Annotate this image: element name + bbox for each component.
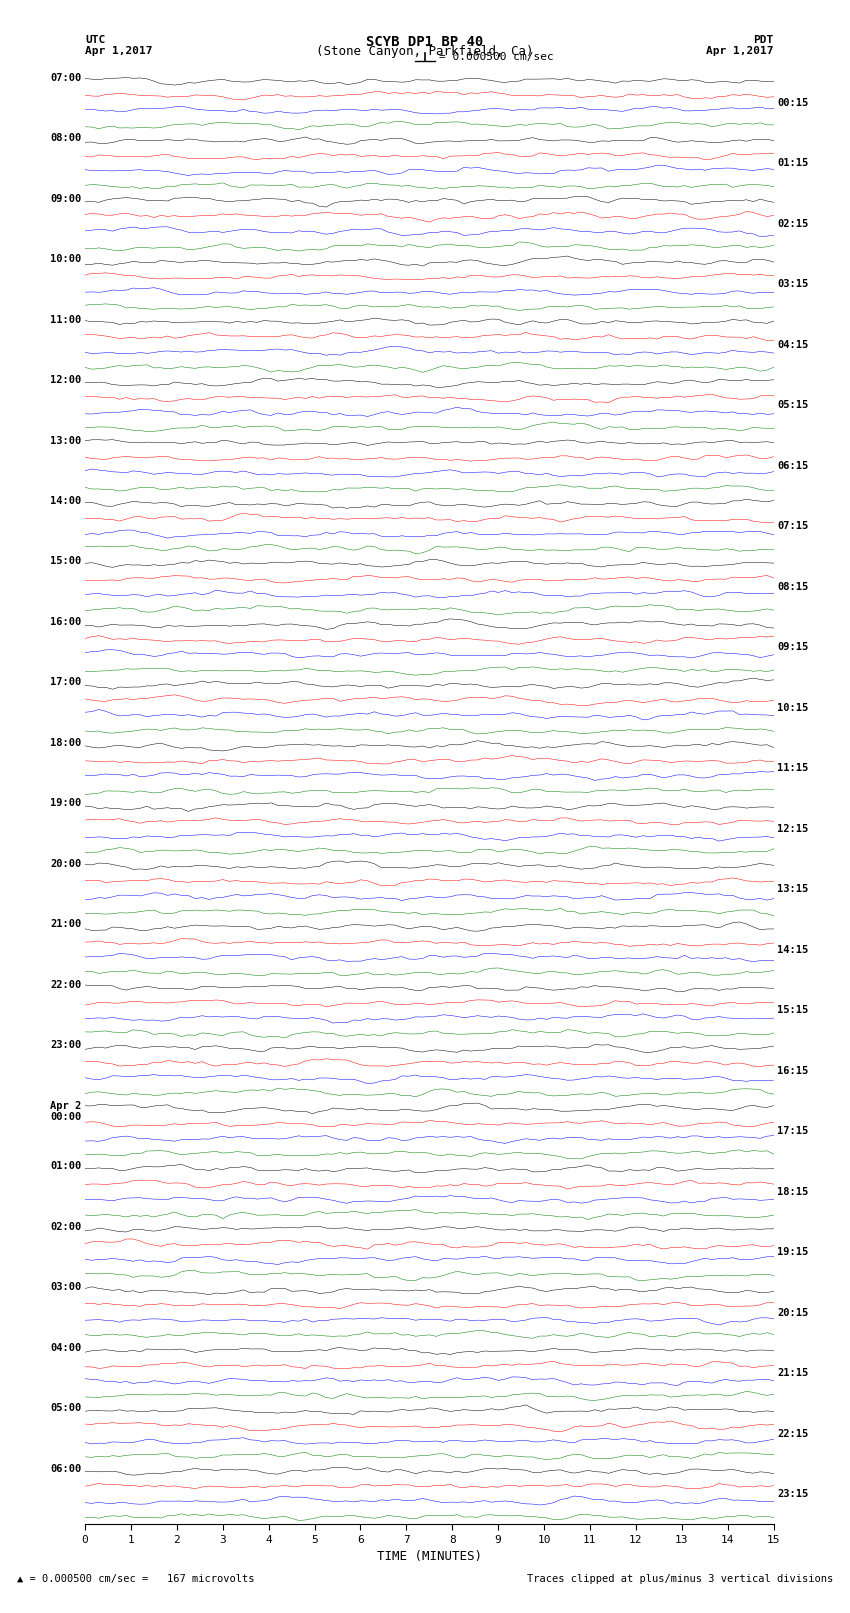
Text: 10:00: 10:00 (50, 255, 82, 265)
Text: Apr 1,2017: Apr 1,2017 (706, 45, 774, 56)
Text: 20:00: 20:00 (50, 858, 82, 869)
Text: 13:00: 13:00 (50, 436, 82, 445)
Text: Traces clipped at plus/minus 3 vertical divisions: Traces clipped at plus/minus 3 vertical … (527, 1574, 833, 1584)
Text: ▲ = 0.000500 cm/sec =   167 microvolts: ▲ = 0.000500 cm/sec = 167 microvolts (17, 1574, 254, 1584)
Text: 11:00: 11:00 (50, 315, 82, 324)
Text: 14:15: 14:15 (777, 945, 808, 955)
Text: 17:00: 17:00 (50, 677, 82, 687)
Text: 21:00: 21:00 (50, 919, 82, 929)
Text: 17:15: 17:15 (777, 1126, 808, 1136)
Text: = 0.000500 cm/sec: = 0.000500 cm/sec (439, 52, 554, 63)
Text: 03:00: 03:00 (50, 1282, 82, 1292)
Text: 22:00: 22:00 (50, 979, 82, 990)
Text: 16:00: 16:00 (50, 618, 82, 627)
Text: 19:00: 19:00 (50, 798, 82, 808)
Text: 02:15: 02:15 (777, 219, 808, 229)
Text: 04:15: 04:15 (777, 340, 808, 350)
Text: 23:00: 23:00 (50, 1040, 82, 1050)
Text: 18:15: 18:15 (777, 1187, 808, 1197)
Text: 07:00: 07:00 (50, 73, 82, 82)
Text: 08:15: 08:15 (777, 582, 808, 592)
Text: SCYB DP1 BP 40: SCYB DP1 BP 40 (366, 35, 484, 48)
Text: 20:15: 20:15 (777, 1308, 808, 1318)
Text: 07:15: 07:15 (777, 521, 808, 531)
Text: 03:15: 03:15 (777, 279, 808, 289)
Text: 23:15: 23:15 (777, 1489, 808, 1498)
Text: 16:15: 16:15 (777, 1066, 808, 1076)
Text: 01:15: 01:15 (777, 158, 808, 168)
Text: 15:15: 15:15 (777, 1005, 808, 1015)
Text: Apr 2
00:00: Apr 2 00:00 (50, 1100, 82, 1123)
Text: (Stone Canyon, Parkfield, Ca): (Stone Canyon, Parkfield, Ca) (316, 45, 534, 58)
Text: 14:00: 14:00 (50, 497, 82, 506)
Text: UTC: UTC (85, 35, 105, 45)
Text: PDT: PDT (753, 35, 774, 45)
Text: 10:15: 10:15 (777, 703, 808, 713)
Text: 15:00: 15:00 (50, 556, 82, 566)
Text: 09:15: 09:15 (777, 642, 808, 652)
X-axis label: TIME (MINUTES): TIME (MINUTES) (377, 1550, 482, 1563)
Text: 05:00: 05:00 (50, 1403, 82, 1413)
Text: 06:00: 06:00 (50, 1465, 82, 1474)
Text: 19:15: 19:15 (777, 1247, 808, 1257)
Text: 18:00: 18:00 (50, 737, 82, 748)
Text: Apr 1,2017: Apr 1,2017 (85, 45, 152, 56)
Text: 22:15: 22:15 (777, 1429, 808, 1439)
Text: 13:15: 13:15 (777, 884, 808, 894)
Text: 11:15: 11:15 (777, 763, 808, 773)
Text: 06:15: 06:15 (777, 461, 808, 471)
Text: 21:15: 21:15 (777, 1368, 808, 1378)
Text: 05:15: 05:15 (777, 400, 808, 410)
Text: 08:00: 08:00 (50, 134, 82, 144)
Text: 02:00: 02:00 (50, 1223, 82, 1232)
Text: 12:15: 12:15 (777, 824, 808, 834)
Text: 01:00: 01:00 (50, 1161, 82, 1171)
Text: 12:00: 12:00 (50, 376, 82, 386)
Text: 09:00: 09:00 (50, 194, 82, 203)
Text: 04:00: 04:00 (50, 1342, 82, 1353)
Text: 00:15: 00:15 (777, 98, 808, 108)
